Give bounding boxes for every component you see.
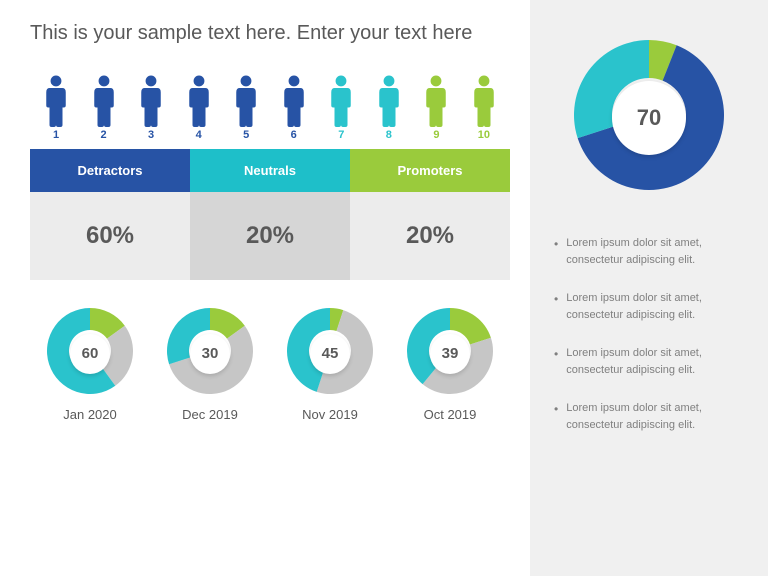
donut-wrap: 60: [47, 308, 133, 399]
person-figure: 8: [367, 75, 411, 141]
person-number: 8: [386, 129, 392, 141]
person-number: 2: [100, 129, 106, 141]
donut-label: Nov 2019: [302, 407, 358, 422]
bullet-item: Lorem ipsum dolor sit amet, consectetur …: [554, 345, 750, 378]
table-header: Detractors: [30, 149, 190, 192]
donut-label: Dec 2019: [182, 407, 238, 422]
main-donut: 70: [574, 40, 724, 195]
person-number: 6: [291, 129, 297, 141]
donut-wrap: 30: [167, 308, 253, 399]
donut-center-value: 60: [70, 334, 110, 374]
person-icon: [280, 75, 308, 127]
donut-center-value: 30: [190, 334, 230, 374]
person-number: 9: [433, 129, 439, 141]
people-row: 1 2 3 4 5 6 7 8 9 10: [30, 75, 510, 141]
bullet-list: Lorem ipsum dolor sit amet, consectetur …: [548, 235, 750, 455]
monthly-donut: 45 Nov 2019: [276, 308, 384, 422]
person-figure: 9: [414, 75, 458, 141]
person-icon: [327, 75, 355, 127]
person-figure: 3: [129, 75, 173, 141]
person-figure: 6: [272, 75, 316, 141]
left-panel: This is your sample text here. Enter you…: [0, 0, 530, 576]
donut-label: Jan 2020: [63, 407, 117, 422]
person-icon: [375, 75, 403, 127]
person-figure: 5: [224, 75, 268, 141]
person-icon: [90, 75, 118, 127]
person-figure: 7: [319, 75, 363, 141]
monthly-donut: 60 Jan 2020: [36, 308, 144, 422]
person-icon: [422, 75, 450, 127]
person-number: 1: [53, 129, 59, 141]
right-panel: 70 Lorem ipsum dolor sit amet, consectet…: [530, 0, 768, 576]
donut-center-value: 39: [430, 334, 470, 374]
bullet-item: Lorem ipsum dolor sit amet, consectetur …: [554, 235, 750, 268]
person-figure: 4: [177, 75, 221, 141]
table-cell: 20%: [350, 192, 510, 280]
bullet-item: Lorem ipsum dolor sit amet, consectetur …: [554, 400, 750, 433]
person-icon: [185, 75, 213, 127]
person-icon: [42, 75, 70, 127]
donut-center-value: 45: [310, 334, 350, 374]
person-icon: [232, 75, 260, 127]
person-icon: [470, 75, 498, 127]
person-figure: 1: [34, 75, 78, 141]
donut-center-value: 70: [612, 81, 686, 155]
donut-label: Oct 2019: [424, 407, 477, 422]
table-cell: 60%: [30, 192, 190, 280]
person-figure: 2: [82, 75, 126, 141]
person-number: 10: [478, 129, 490, 141]
monthly-donut: 39 Oct 2019: [396, 308, 504, 422]
person-number: 5: [243, 129, 249, 141]
table-header: Promoters: [350, 149, 510, 192]
person-icon: [137, 75, 165, 127]
person-number: 7: [338, 129, 344, 141]
page-title: This is your sample text here. Enter you…: [30, 22, 510, 45]
nps-table: DetractorsNeutralsPromoters 60%20%20%: [30, 149, 510, 280]
table-header: Neutrals: [190, 149, 350, 192]
table-cell: 20%: [190, 192, 350, 280]
person-number: 4: [196, 129, 202, 141]
bullet-item: Lorem ipsum dolor sit amet, consectetur …: [554, 290, 750, 323]
monthly-donuts: 60 Jan 2020 30 Dec 2019 45 Nov 2019 39 O…: [30, 308, 510, 422]
person-number: 3: [148, 129, 154, 141]
donut-wrap: 39: [407, 308, 493, 399]
person-figure: 10: [462, 75, 506, 141]
donut-wrap: 45: [287, 308, 373, 399]
monthly-donut: 30 Dec 2019: [156, 308, 264, 422]
